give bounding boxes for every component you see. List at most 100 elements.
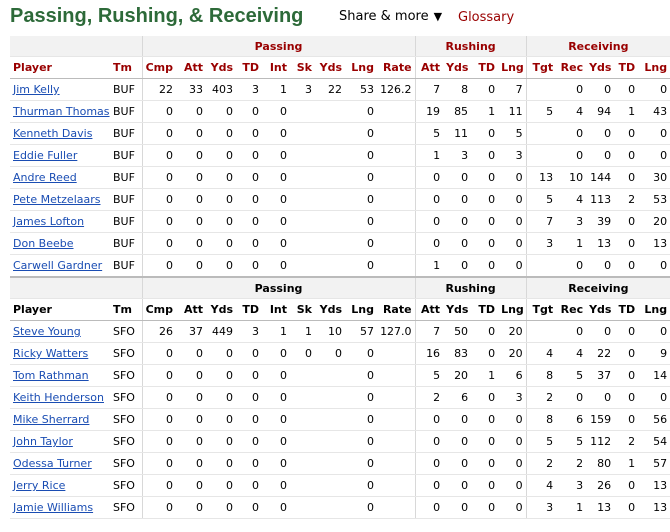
- column-header-att[interactable]: Att: [176, 56, 206, 79]
- player-link[interactable]: Jamie Williams: [13, 501, 94, 514]
- player-link[interactable]: Tom Rathman: [13, 369, 89, 382]
- stat-cell-yds: 0: [206, 210, 236, 233]
- team-cell: SFO: [110, 496, 143, 519]
- player-link[interactable]: Don Beebe: [13, 237, 74, 250]
- column-header-tm[interactable]: Tm: [110, 298, 143, 321]
- column-header-lng[interactable]: Lng: [498, 56, 527, 79]
- stat-cell-yds: 159: [586, 408, 615, 431]
- column-header-int[interactable]: Int: [262, 56, 290, 79]
- group-header-blank: [10, 36, 143, 57]
- column-header-yds[interactable]: Yds: [315, 298, 345, 321]
- column-header-rate[interactable]: Rate: [377, 298, 416, 321]
- player-link[interactable]: Kenneth Davis: [13, 127, 93, 140]
- stat-cell-cmp: 26: [141, 320, 176, 343]
- column-header-rate[interactable]: Rate: [377, 56, 416, 79]
- column-header-td[interactable]: TD: [236, 298, 262, 321]
- column-header-int[interactable]: Int: [262, 298, 290, 321]
- column-header-yds[interactable]: Yds: [315, 56, 345, 79]
- column-header-lng[interactable]: Lng: [498, 298, 527, 321]
- column-header-tm[interactable]: Tm: [110, 56, 143, 79]
- stat-cell-td: 0: [471, 342, 499, 365]
- table-row: Tom Rathman SFO 0 0 0 0 0 0 5 20 1 6 8 5 37 0 14: [10, 364, 670, 387]
- player-link[interactable]: Eddie Fuller: [13, 149, 78, 162]
- column-header-cmp[interactable]: Cmp: [141, 56, 176, 79]
- column-header-sk[interactable]: Sk: [290, 56, 315, 79]
- column-header-yds[interactable]: Yds: [443, 298, 472, 321]
- player-link[interactable]: Jim Kelly: [13, 83, 60, 96]
- column-header-td[interactable]: TD: [471, 298, 499, 321]
- stat-cell-lng: 0: [498, 166, 527, 189]
- column-header-td[interactable]: TD: [236, 56, 262, 79]
- player-cell: Eddie Fuller: [10, 144, 110, 167]
- stat-cell-sk: [290, 254, 315, 278]
- stat-cell-yds: 0: [586, 144, 615, 167]
- table-row: Ricky Watters SFO 0 0 0 0 0 0 0 0 16 83 0 20 4 4 22 0 9: [10, 342, 670, 365]
- column-header-sk[interactable]: Sk: [290, 298, 315, 321]
- stat-cell-cmp: 0: [141, 166, 176, 189]
- share-menu-button[interactable]: Share & more ▼: [339, 9, 442, 24]
- player-link[interactable]: Pete Metzelaars: [13, 193, 101, 206]
- stat-cell-td: 0: [471, 408, 499, 431]
- stat-cell-td: 0: [614, 364, 639, 387]
- stat-cell-td: 0: [236, 342, 262, 365]
- stat-cell-rate: 127.0: [377, 320, 416, 343]
- player-link[interactable]: Odessa Turner: [13, 457, 92, 470]
- stat-cell-lng: 56: [638, 408, 670, 431]
- column-header-tgt[interactable]: Tgt: [525, 56, 557, 79]
- column-header-lng[interactable]: Lng: [638, 298, 670, 321]
- column-header-tgt[interactable]: Tgt: [525, 298, 557, 321]
- player-link[interactable]: James Lofton: [13, 215, 85, 228]
- column-header-att[interactable]: Att: [414, 56, 444, 79]
- column-header-yds[interactable]: Yds: [586, 56, 615, 79]
- column-header-att[interactable]: Att: [414, 298, 444, 321]
- player-link[interactable]: Andre Reed: [13, 171, 77, 184]
- column-header-td[interactable]: TD: [614, 56, 639, 79]
- player-link[interactable]: Mike Sherrard: [13, 413, 90, 426]
- stat-cell-yds: [315, 100, 345, 123]
- player-link[interactable]: Keith Henderson: [13, 391, 104, 404]
- stat-cell-yds: 0: [443, 188, 472, 211]
- stat-cell-rec: 4: [556, 188, 587, 211]
- column-header-rec[interactable]: Rec: [556, 56, 587, 79]
- column-header-yds[interactable]: Yds: [443, 56, 472, 79]
- stat-cell-td: 0: [236, 188, 262, 211]
- stat-cell-int: 0: [262, 474, 290, 497]
- stat-cell-lng: 0: [345, 430, 377, 453]
- stat-cell-sk: [290, 166, 315, 189]
- player-link[interactable]: Carwell Gardner: [13, 259, 103, 272]
- player-link[interactable]: John Taylor: [13, 435, 73, 448]
- column-header-player[interactable]: Player: [10, 56, 110, 79]
- column-header-player[interactable]: Player: [10, 298, 110, 321]
- column-header-att[interactable]: Att: [176, 298, 206, 321]
- stat-cell-rate: [377, 386, 416, 409]
- stat-cell-int: 0: [262, 122, 290, 145]
- stat-cell-att: 0: [414, 452, 444, 475]
- player-link[interactable]: Ricky Watters: [13, 347, 89, 360]
- column-header-lng[interactable]: Lng: [345, 298, 377, 321]
- stat-cell-yds: 26: [586, 474, 615, 497]
- stat-cell-att: 5: [414, 364, 444, 387]
- column-header-cmp[interactable]: Cmp: [141, 298, 176, 321]
- stat-cell-td: 0: [614, 122, 639, 145]
- column-header-td[interactable]: TD: [471, 56, 499, 79]
- stat-cell-cmp: 0: [141, 474, 176, 497]
- column-header-lng[interactable]: Lng: [638, 56, 670, 79]
- column-header-yds[interactable]: Yds: [586, 298, 615, 321]
- glossary-link[interactable]: Glossary: [458, 10, 515, 25]
- stat-cell-cmp: 0: [141, 122, 176, 145]
- column-header-td[interactable]: TD: [614, 298, 639, 321]
- stat-cell-rate: [377, 474, 416, 497]
- column-header-yds[interactable]: Yds: [206, 56, 236, 79]
- stat-cell-lng: 0: [498, 232, 527, 255]
- column-header-lng[interactable]: Lng: [345, 56, 377, 79]
- stat-cell-rec: 1: [556, 232, 587, 255]
- stat-cell-yds: 0: [586, 254, 615, 278]
- column-header-yds[interactable]: Yds: [206, 298, 236, 321]
- player-link[interactable]: Thurman Thomas: [13, 105, 110, 118]
- player-link[interactable]: Jerry Rice: [13, 479, 66, 492]
- stat-cell-rec: 6: [556, 408, 587, 431]
- player-link[interactable]: Steve Young: [13, 325, 81, 338]
- stat-cell-tgt: [525, 122, 557, 145]
- stat-cell-yds: 0: [315, 342, 345, 365]
- column-header-rec[interactable]: Rec: [556, 298, 587, 321]
